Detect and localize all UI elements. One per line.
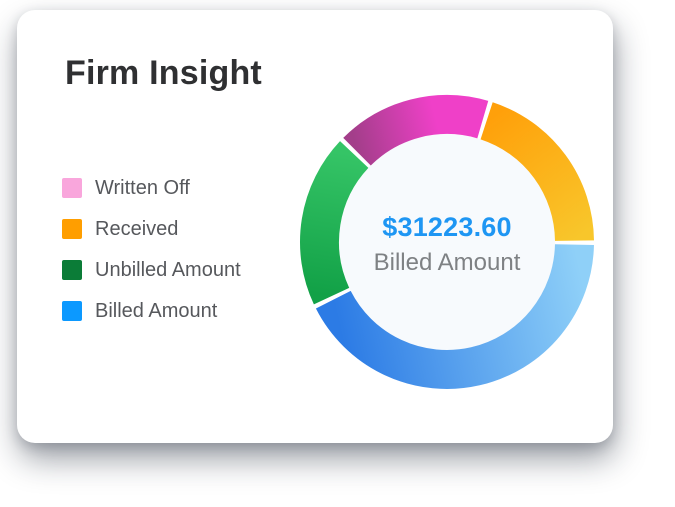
legend-label-billed-amount: Billed Amount [95,299,218,322]
legend-item-received[interactable]: Received [62,217,241,240]
legend-item-unbilled-amount[interactable]: Unbilled Amount [62,258,241,281]
legend-label-written-off: Written Off [95,176,190,199]
legend-swatch-unbilled-amount [62,260,82,280]
legend-swatch-received [62,219,82,239]
firm-insight-card: Firm Insight Written Off Received Unbill… [17,10,613,443]
donut-inner-circle [339,134,555,350]
donut-segment-billed-amount[interactable] [315,243,594,389]
donut-segment-received[interactable] [480,102,594,242]
donut-segment-unbilled-amount[interactable] [300,141,369,305]
page-title: Firm Insight [65,54,262,92]
legend-label-received: Received [95,217,179,240]
donut-chart: $31223.60 Billed Amount [287,82,607,402]
legend-swatch-billed-amount [62,301,82,321]
donut-chart-svg[interactable] [287,82,607,402]
donut-segment-written-off[interactable] [343,95,489,166]
legend-item-written-off[interactable]: Written Off [62,176,241,199]
legend-item-billed-amount[interactable]: Billed Amount [62,299,241,322]
legend-label-unbilled-amount: Unbilled Amount [95,258,241,281]
legend-swatch-written-off [62,178,82,198]
chart-legend: Written Off Received Unbilled Amount Bil… [62,176,241,322]
